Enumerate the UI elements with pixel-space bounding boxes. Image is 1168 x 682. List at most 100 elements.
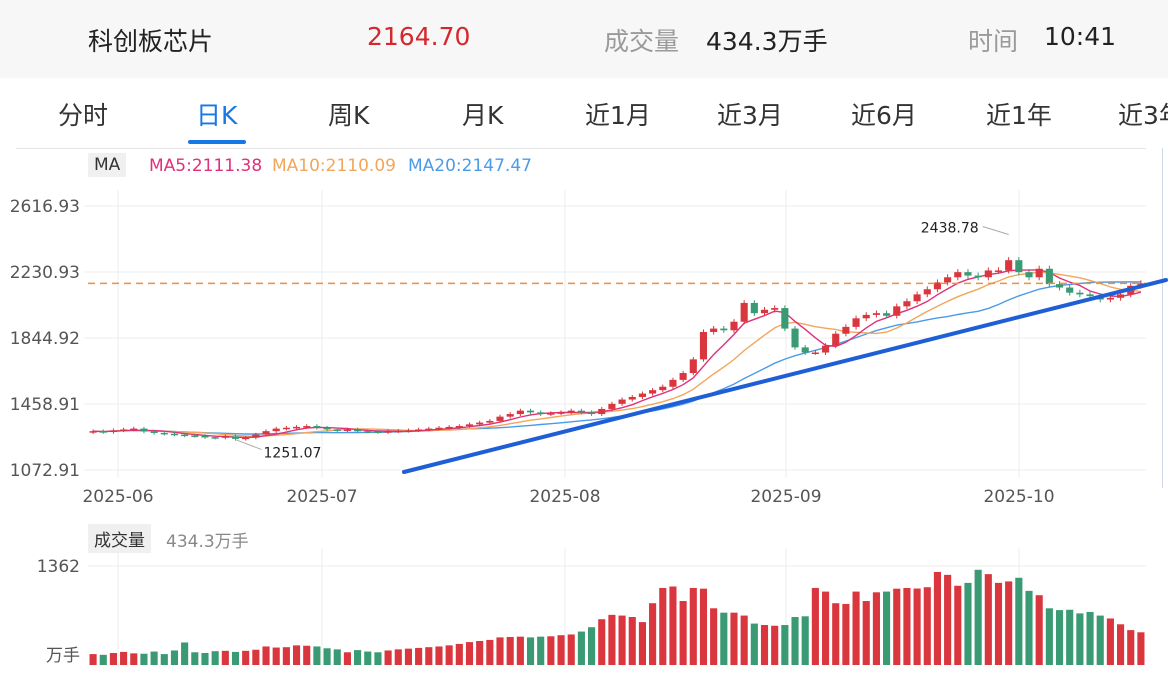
candle-body [404,430,413,432]
volume-bar [191,652,199,665]
candle-body [679,373,687,380]
candle-body [852,318,860,327]
volume-bar [445,645,453,665]
volume-bar [425,647,433,665]
candle-body [781,308,789,329]
price-axis-tick-label: 1072.91 [10,461,80,481]
volume-bar [923,587,931,665]
candle-body [292,426,301,429]
volume-bar [679,601,687,665]
candle-body [1015,260,1023,273]
volume-bar [394,649,402,665]
index-name: 科创板芯片 [88,27,214,56]
volume-bar [974,569,982,665]
volume-bar [964,582,972,665]
date-axis-tick-label: 2025-07 [286,487,357,507]
candle-body [1076,292,1084,295]
candle-body [252,434,260,438]
volume-bar [109,653,117,665]
volume-bar [231,651,240,665]
date-axis-tick-label: 2025-09 [750,487,821,507]
candle-body [1086,294,1094,297]
volume-bar [750,623,758,665]
price-axis-tick-label: 2230.93 [10,263,80,283]
candle-body [384,431,392,433]
candle-body [903,301,911,307]
volume-bar [140,653,148,665]
volume-bar [811,587,819,665]
candle-body [1005,260,1013,271]
volume-bar [577,631,585,665]
candle-body [944,277,952,283]
candle-body [150,431,158,434]
candle-body [170,433,179,436]
volume-axis-tick-label: 1362 [37,557,80,577]
ma5-legend: MA5:2111.38 [149,156,263,176]
candle-body [811,352,819,355]
candle-body [394,430,402,433]
candle-body [537,412,545,415]
candle-body [140,428,148,432]
volume-bar [832,603,840,665]
volume-bar [1096,615,1104,665]
volume-bar [1076,613,1084,665]
ma10-line [93,271,1142,437]
volume-bar [343,652,351,665]
volume-panel-tag[interactable]: 成交量 [88,524,151,553]
tab-6-months[interactable]: 近6月 [851,101,917,130]
volume-bar [1137,632,1145,665]
chart-top-divider [16,148,1146,149]
candle-body [933,282,942,290]
candle-body [638,393,646,397]
candle-body [221,436,229,438]
volume-bar [699,588,708,665]
tab-3-months[interactable]: 近3月 [717,101,783,130]
volume-panel-value: 434.3万手 [166,532,249,552]
candle-body [211,437,219,439]
time-value: 10:41 [1044,22,1117,51]
volume-bar [689,587,697,665]
index-price: 2164.70 [367,22,471,51]
tab-daily-k[interactable]: 日K [196,101,238,130]
volume-bar [506,637,514,665]
volume-bar [374,652,382,665]
candle-body [577,410,585,413]
tab-1-month[interactable]: 近1月 [585,101,651,130]
tab-1-year[interactable]: 近1年 [986,101,1052,130]
candle-body [486,420,494,423]
candle-body [272,428,280,432]
volume-bar [476,641,484,665]
candle-body [526,410,535,413]
candle-body [994,270,1003,272]
volume-bar [364,651,372,665]
candle-body [99,431,107,433]
tab-weekly-k[interactable]: 周K [328,101,370,130]
tab-3-years[interactable]: 近3年 [1118,101,1168,130]
candle-body [862,314,870,319]
candle-body [608,403,616,409]
tab-monthly-k[interactable]: 月K [462,101,504,130]
tab-intraday[interactable]: 分时 [58,101,109,130]
candle-body [415,429,423,431]
volume-bar [720,612,728,665]
volume-bar [588,627,596,665]
candle-body [476,422,484,425]
volume-bar [537,636,545,665]
volume-bar [954,585,962,665]
volume-bar [130,653,138,665]
volume-bar [1025,590,1033,665]
volume-bar [516,636,524,665]
volume-bar [303,645,311,665]
ma-legend-tag[interactable]: MA [88,153,127,177]
candle-body [588,412,596,415]
candle-body [1045,268,1053,285]
volume-bar [781,625,789,665]
volume-bar [821,591,830,665]
volume-bar [740,615,748,665]
volume-bar [883,591,891,665]
candle-body [760,309,769,314]
volume-bar [608,614,616,665]
volume-bar [903,587,911,665]
volume-bar [913,588,921,665]
